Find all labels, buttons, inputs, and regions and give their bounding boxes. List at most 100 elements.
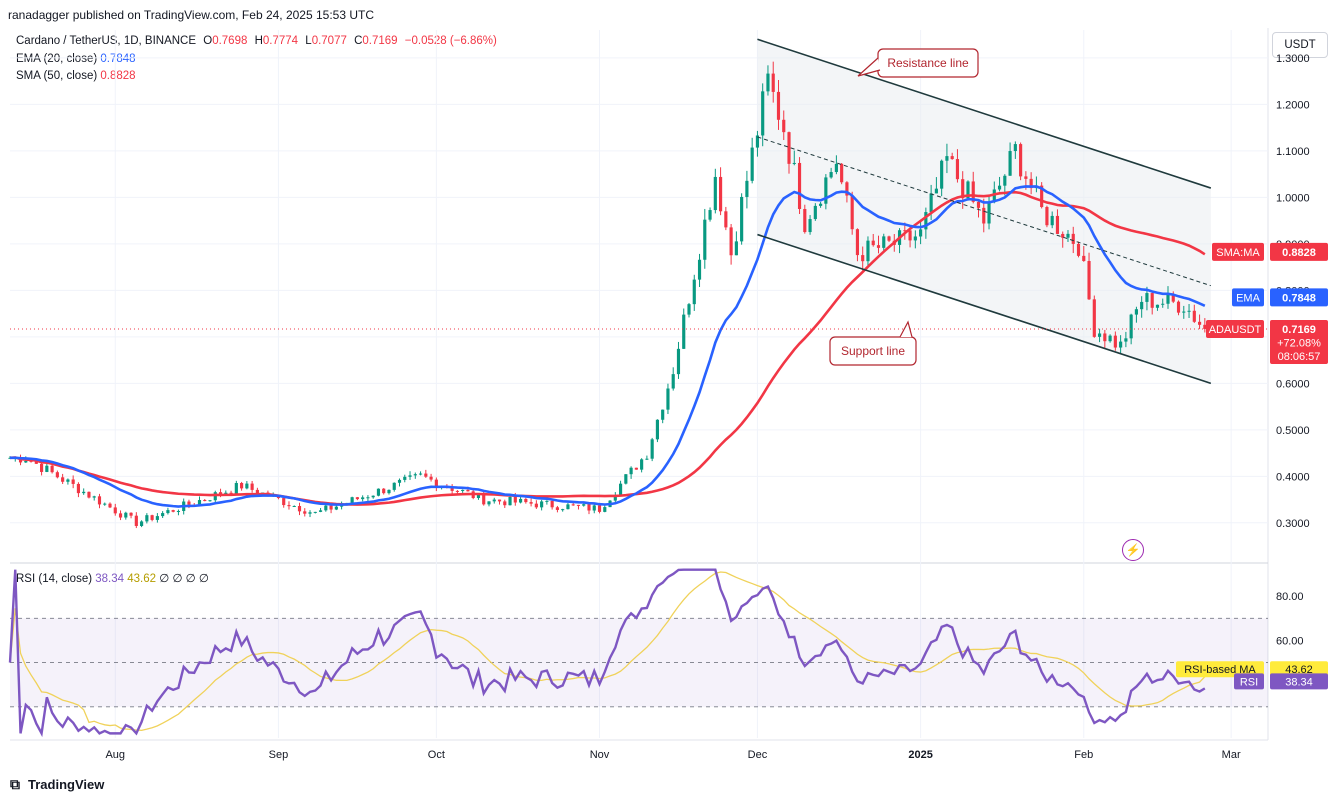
candle-body	[550, 500, 554, 508]
last-price-tag	[1270, 319, 1328, 364]
candle-body	[145, 515, 149, 522]
candle-body	[1097, 333, 1102, 337]
candle-body	[92, 496, 96, 498]
candle-body	[729, 227, 733, 256]
candle-body	[455, 490, 459, 492]
change-percent: +72.08%	[1277, 337, 1321, 349]
candle-body	[329, 505, 333, 510]
candle-body	[29, 460, 33, 462]
candle-body	[529, 502, 533, 504]
candle-body	[50, 465, 54, 473]
candle-body	[245, 483, 249, 489]
candle-body	[613, 495, 617, 501]
candle-body	[66, 479, 70, 482]
candle-body	[629, 467, 633, 475]
candle-body	[976, 201, 981, 208]
ema-legend[interactable]: EMA (20, close) 0.7848	[16, 53, 136, 65]
candle-body	[624, 474, 628, 484]
candle-body	[240, 483, 244, 489]
candle-body	[982, 207, 986, 224]
candle-body	[824, 177, 828, 204]
candle-body	[697, 259, 702, 280]
candle-body	[645, 458, 649, 460]
rsi-name: RSI (14, close)	[16, 573, 93, 585]
candle-body	[129, 512, 133, 516]
rsi-legend[interactable]: RSI (14, close) 38.34 43.62 ∅ ∅ ∅ ∅	[16, 571, 209, 585]
candle-body	[234, 483, 238, 494]
candle-body	[103, 503, 107, 505]
candle-body	[408, 475, 412, 477]
candle-body	[461, 489, 465, 491]
currency-unit-button[interactable]: USDT	[1272, 32, 1328, 58]
candle-body	[603, 507, 607, 512]
candle-body	[313, 511, 317, 513]
candle-body	[1124, 338, 1128, 342]
candle-body	[750, 147, 754, 181]
tradingview-logo[interactable]: ⧉ TradingView	[10, 776, 104, 793]
candle-body	[161, 513, 165, 517]
candle-body	[34, 461, 38, 464]
candle-body	[618, 483, 623, 496]
candle-body	[661, 409, 665, 420]
rsi-value: 38.34	[1285, 676, 1313, 688]
rsi-tick-label: 60.00	[1276, 635, 1304, 647]
candle-body	[171, 510, 175, 512]
candle-body	[366, 497, 370, 499]
candle-body	[534, 503, 538, 508]
candle-body	[382, 488, 386, 494]
price-tick-label: 1.0000	[1276, 192, 1310, 204]
candle-body	[903, 230, 907, 232]
candle-body	[487, 501, 491, 505]
candle-body	[482, 493, 486, 505]
price-tick-label: 1.2000	[1276, 99, 1310, 111]
candle-body	[719, 176, 723, 212]
candle-body	[166, 510, 170, 514]
time-tick-label: Oct	[428, 749, 445, 761]
candle-body	[97, 496, 102, 505]
symbol-name[interactable]: Cardano / TetherUS, 1D, BINANCE	[16, 35, 197, 47]
candle-body	[834, 163, 838, 173]
candle-body	[392, 482, 396, 490]
brand-name: TradingView	[28, 777, 105, 792]
price-tick-label: 0.6000	[1276, 378, 1310, 390]
rsi-ma-name-tag	[1176, 661, 1264, 678]
sma-name-tag	[1212, 242, 1264, 261]
candle-body	[466, 489, 470, 492]
candle-body	[845, 182, 849, 196]
candle-body	[687, 304, 691, 315]
candle-body	[418, 473, 423, 475]
candle-body	[782, 119, 786, 133]
price-tick-label: 0.4000	[1276, 471, 1310, 483]
candle-body	[55, 472, 59, 478]
candle-body	[292, 506, 296, 508]
candle-body	[40, 463, 44, 472]
candle-body	[140, 521, 144, 526]
candle-body	[561, 509, 565, 511]
candle-body	[634, 467, 638, 470]
candle-body	[1182, 311, 1186, 313]
high-label: H	[254, 35, 263, 47]
candle-body	[1040, 185, 1044, 208]
price-tick-label: 0.5000	[1276, 425, 1310, 437]
flash-icon[interactable]: ⚡	[1122, 539, 1144, 561]
candle-body	[740, 196, 744, 242]
candle-body	[150, 515, 154, 520]
time-tick-label: Aug	[105, 749, 125, 761]
candle-body	[650, 439, 654, 459]
candle-body	[934, 188, 938, 194]
candle-body	[429, 476, 433, 480]
candle-body	[692, 279, 696, 305]
close-value: 0.7169	[362, 35, 398, 47]
candle-body	[1008, 151, 1012, 176]
candle-body	[229, 492, 233, 494]
sma-legend[interactable]: SMA (50, close) 0.8828	[16, 70, 136, 82]
candle-body	[424, 473, 428, 477]
rsi-ma-legend-value: 43.62	[127, 573, 157, 585]
low-value: 0.7077	[311, 35, 347, 47]
candle-body	[745, 180, 749, 197]
candle-body	[666, 388, 670, 410]
candle-body	[334, 506, 338, 510]
rsi-ma-name: RSI-based MA	[1184, 664, 1256, 676]
candle-body	[866, 240, 870, 262]
